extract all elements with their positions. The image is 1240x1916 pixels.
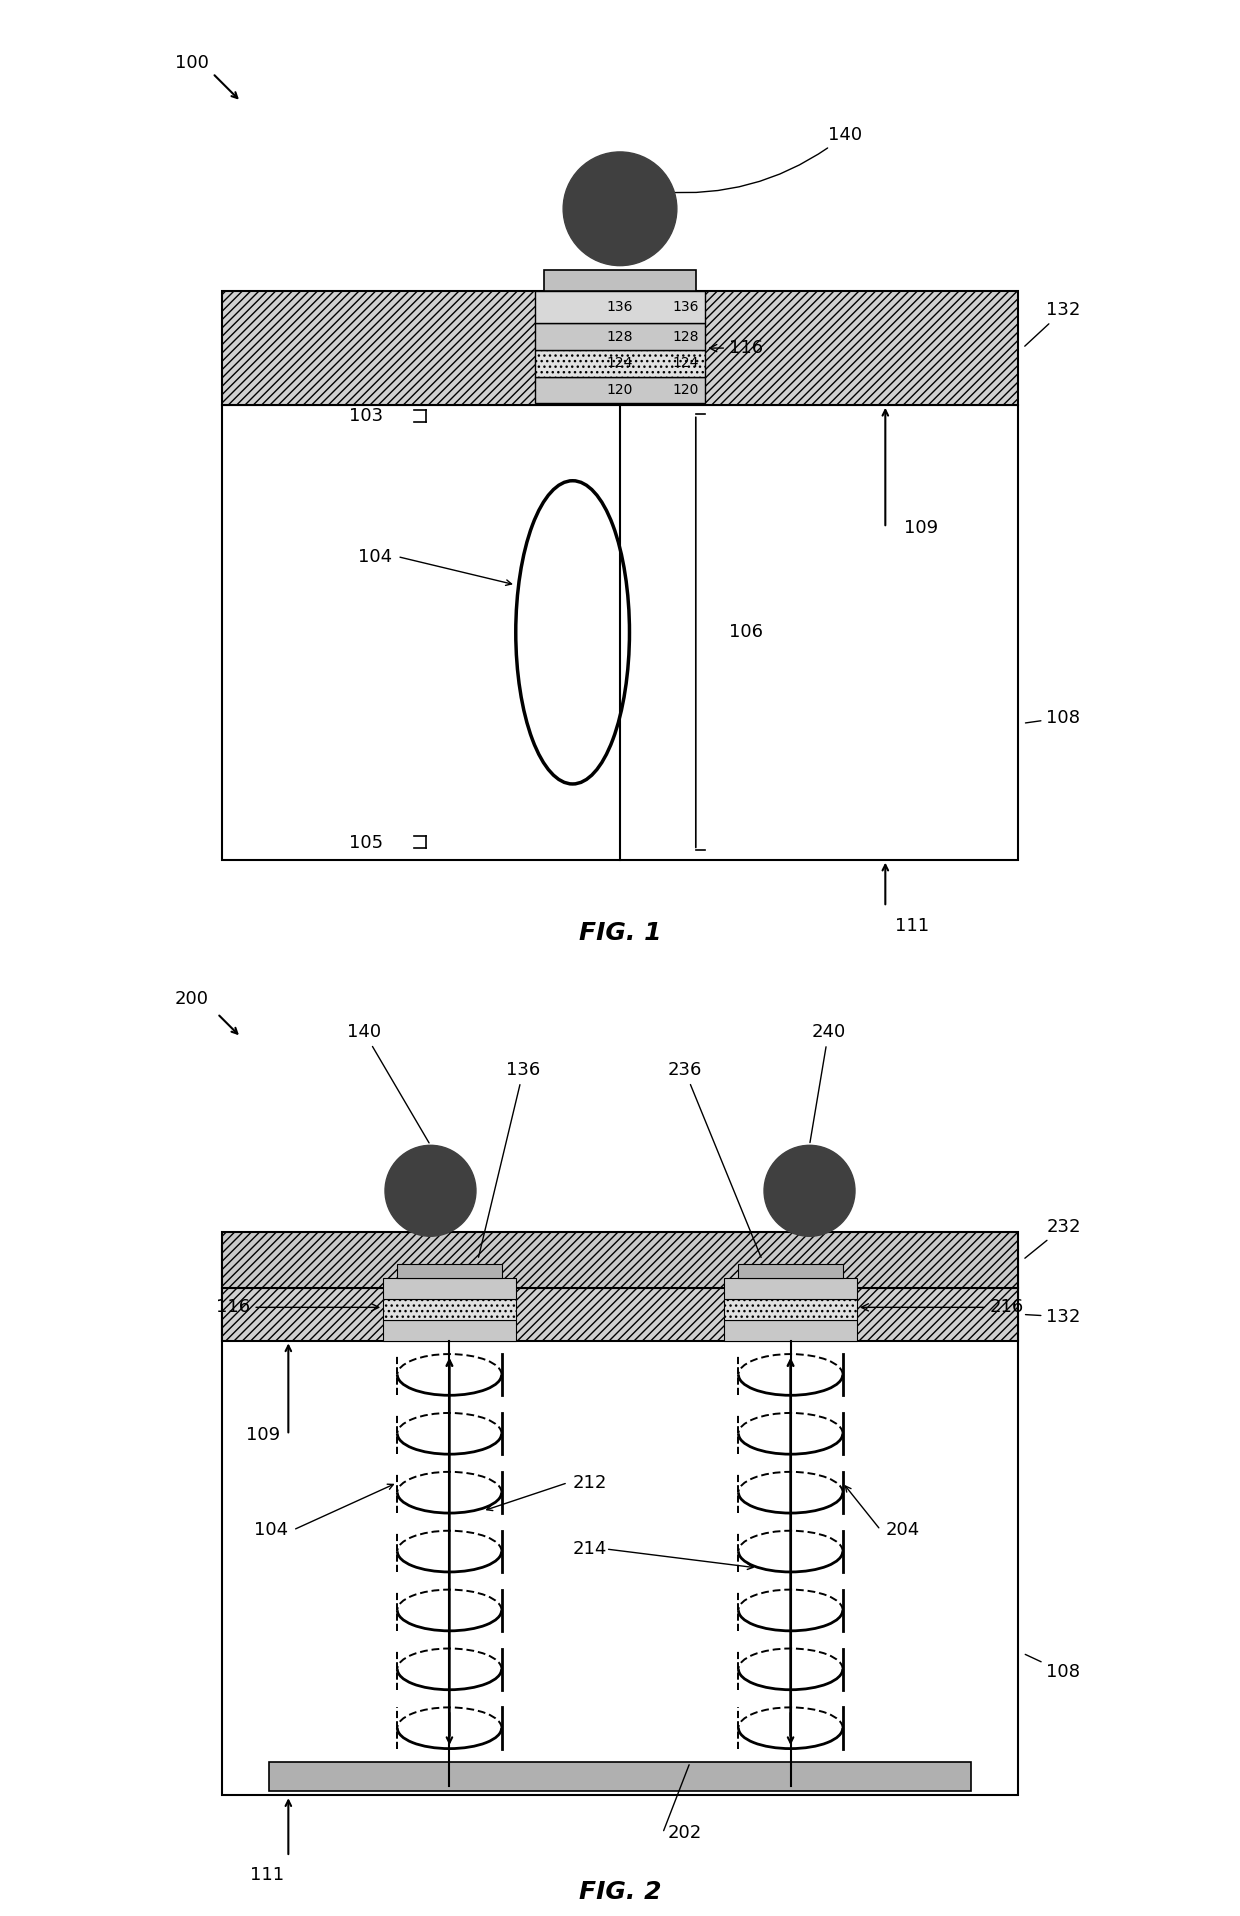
Bar [534,324,706,351]
Text: 120: 120 [606,383,634,397]
Bar [544,270,696,291]
Text: 136: 136 [479,1061,541,1257]
Bar [269,1763,971,1791]
Text: 140: 140 [662,126,863,194]
Bar [222,1288,1018,1341]
Text: 124: 124 [606,356,634,370]
Circle shape [563,151,677,266]
Text: 104: 104 [254,1521,289,1539]
Text: 111: 111 [895,916,929,935]
Text: 103: 103 [348,408,383,425]
Circle shape [764,1146,856,1236]
Bar [383,1299,516,1320]
Bar [222,291,1018,404]
Bar [724,1320,857,1341]
Bar [534,351,706,377]
Text: 120: 120 [672,383,698,397]
Text: 200: 200 [175,991,208,1008]
Text: 109: 109 [246,1426,280,1445]
Text: FIG. 1: FIG. 1 [579,922,661,945]
Text: 136: 136 [606,301,634,314]
Text: 204: 204 [885,1521,920,1539]
Text: 106: 106 [729,623,763,642]
Bar [724,1299,857,1320]
Bar [383,1278,516,1299]
Bar [222,1232,1018,1288]
Text: 132: 132 [1024,301,1081,347]
Bar [397,1265,501,1278]
Text: 105: 105 [348,833,383,853]
Text: 236: 236 [667,1061,761,1257]
Circle shape [384,1146,476,1236]
Text: 108: 108 [1025,709,1080,726]
Text: 136: 136 [672,301,698,314]
Text: 212: 212 [573,1473,608,1493]
Text: 100: 100 [175,54,208,73]
Bar [534,291,706,324]
Bar [222,1245,1018,1795]
Bar [534,377,706,402]
Text: 216: 216 [862,1299,1024,1316]
Text: 116: 116 [216,1299,378,1316]
Text: 128: 128 [672,330,698,343]
Text: FIG. 2: FIG. 2 [579,1880,661,1905]
Text: 214: 214 [573,1540,608,1558]
Text: 232: 232 [1025,1219,1081,1259]
Text: 111: 111 [250,1866,284,1885]
Text: 108: 108 [1025,1654,1080,1680]
Text: 104: 104 [358,548,393,565]
Bar [383,1320,516,1341]
Bar [222,404,1018,860]
Text: 124: 124 [672,356,698,370]
Text: 140: 140 [347,1023,429,1144]
Bar [739,1265,843,1278]
Text: 128: 128 [606,330,634,343]
Text: 116: 116 [709,339,763,356]
Text: 202: 202 [667,1824,702,1843]
Text: 132: 132 [1025,1309,1081,1326]
Text: 240: 240 [810,1023,846,1142]
Bar [724,1278,857,1299]
Text: 109: 109 [904,519,939,536]
